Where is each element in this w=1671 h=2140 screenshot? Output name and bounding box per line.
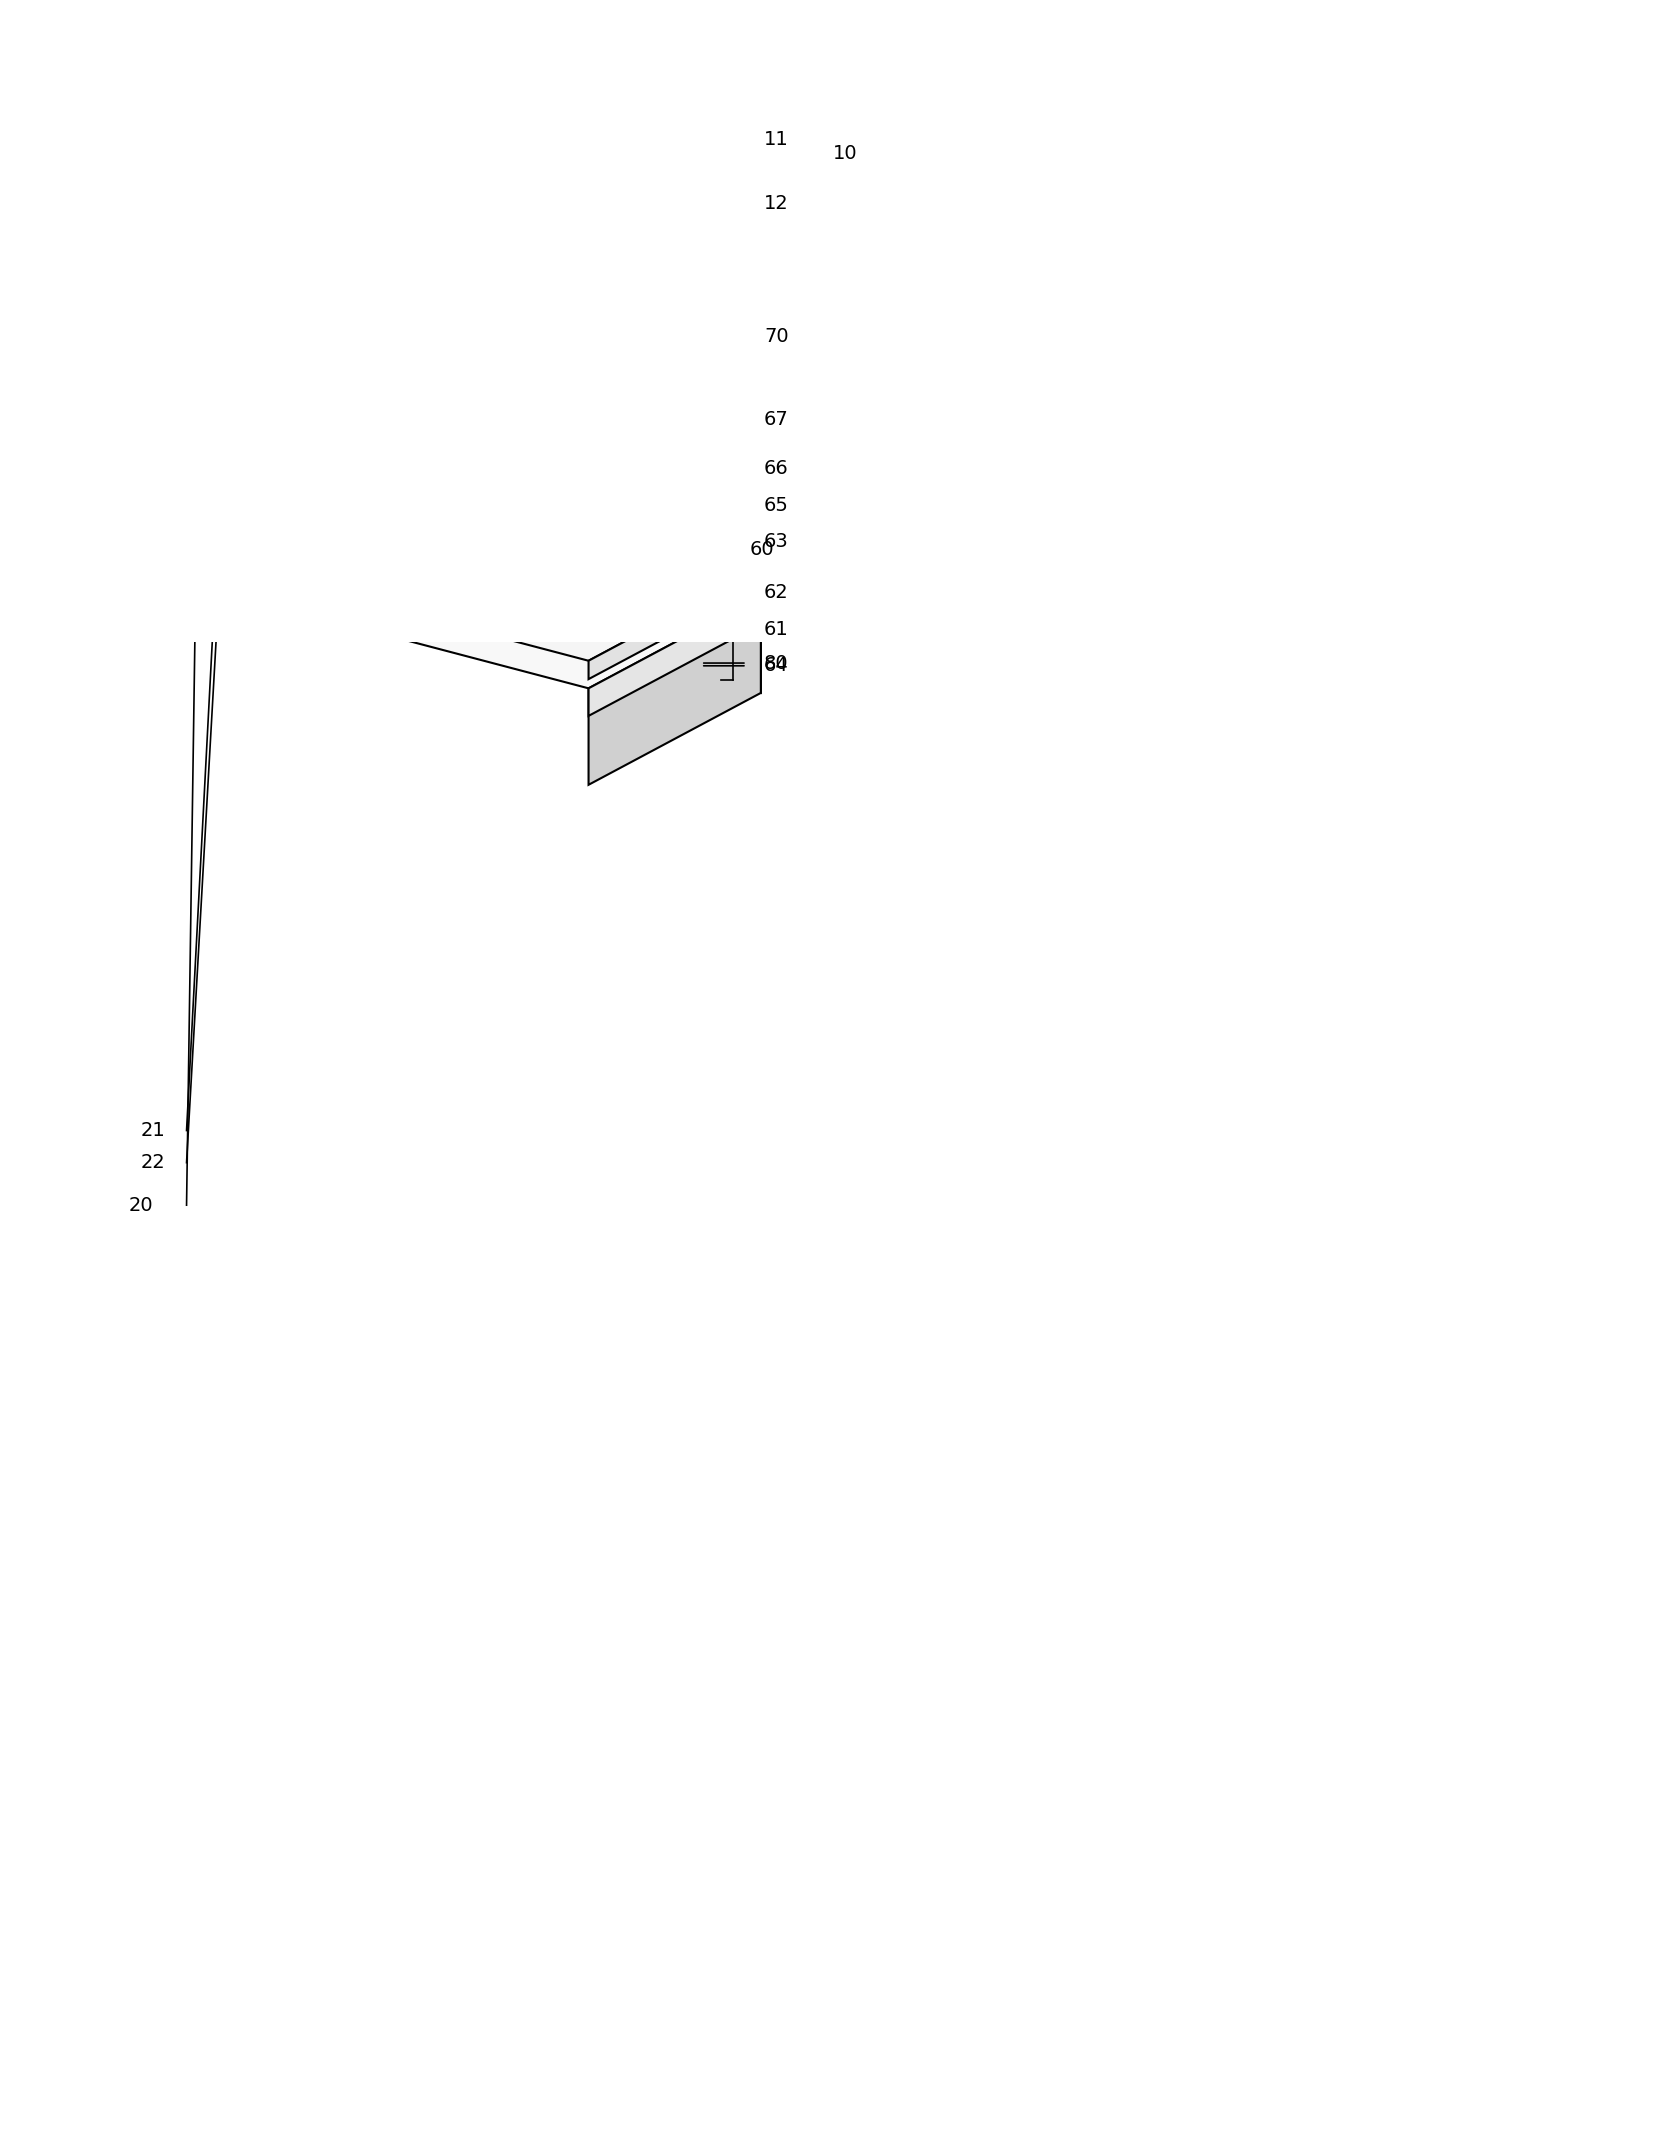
Text: 67: 67 [764, 411, 789, 428]
Text: 60: 60 [750, 539, 775, 559]
Polygon shape [152, 238, 760, 445]
Text: 21: 21 [140, 1121, 165, 1141]
Polygon shape [541, 608, 571, 627]
Polygon shape [588, 479, 760, 593]
Polygon shape [324, 482, 760, 625]
Polygon shape [588, 274, 760, 409]
Polygon shape [152, 482, 760, 689]
Polygon shape [324, 477, 760, 693]
Polygon shape [588, 353, 760, 482]
Text: 80: 80 [764, 653, 789, 672]
Polygon shape [588, 92, 760, 205]
Text: 12: 12 [764, 195, 789, 214]
Text: 64: 64 [764, 657, 789, 676]
Polygon shape [588, 407, 760, 518]
Polygon shape [598, 571, 640, 586]
Polygon shape [627, 563, 657, 582]
Polygon shape [152, 454, 760, 661]
Polygon shape [137, 75, 184, 98]
Polygon shape [423, 30, 456, 45]
Polygon shape [324, 554, 389, 595]
Polygon shape [172, 86, 219, 107]
Polygon shape [324, 0, 760, 113]
Polygon shape [189, 250, 724, 432]
Text: 70: 70 [764, 327, 789, 347]
Polygon shape [610, 571, 640, 591]
Polygon shape [324, 21, 760, 160]
Polygon shape [324, 238, 760, 389]
Polygon shape [461, 41, 495, 56]
Polygon shape [324, 454, 760, 586]
Polygon shape [575, 588, 607, 608]
Polygon shape [615, 563, 657, 576]
Polygon shape [588, 443, 760, 554]
Polygon shape [324, 366, 760, 501]
Text: 66: 66 [764, 458, 789, 477]
Polygon shape [463, 36, 476, 43]
Polygon shape [481, 41, 495, 49]
Polygon shape [580, 580, 623, 595]
Text: 62: 62 [764, 582, 789, 601]
Polygon shape [588, 137, 760, 253]
Polygon shape [152, 291, 760, 499]
Polygon shape [408, 131, 424, 154]
Polygon shape [112, 68, 416, 160]
Polygon shape [152, 21, 760, 229]
Polygon shape [563, 588, 607, 603]
Polygon shape [152, 366, 760, 571]
Text: 10: 10 [834, 143, 857, 163]
Polygon shape [189, 90, 236, 111]
Polygon shape [643, 552, 675, 571]
Text: 20: 20 [129, 1196, 154, 1216]
Text: 65: 65 [764, 496, 789, 514]
Polygon shape [632, 552, 675, 567]
Polygon shape [207, 94, 254, 116]
Polygon shape [302, 233, 324, 265]
Polygon shape [558, 599, 588, 618]
Text: 63: 63 [764, 533, 789, 552]
Polygon shape [441, 36, 476, 49]
Polygon shape [324, 327, 760, 462]
Text: 61: 61 [764, 621, 789, 638]
Polygon shape [196, 175, 719, 353]
Polygon shape [324, 291, 760, 426]
Polygon shape [593, 580, 623, 599]
Polygon shape [152, 477, 760, 683]
Polygon shape [324, 415, 760, 550]
Polygon shape [152, 327, 760, 535]
Polygon shape [224, 98, 271, 122]
Polygon shape [152, 0, 760, 182]
Polygon shape [481, 45, 515, 60]
Text: 22: 22 [140, 1153, 165, 1173]
Polygon shape [324, 160, 760, 317]
Text: 11: 11 [764, 131, 789, 150]
Polygon shape [154, 81, 201, 103]
Polygon shape [588, 569, 760, 678]
Polygon shape [152, 330, 588, 482]
Polygon shape [546, 599, 588, 614]
Polygon shape [443, 30, 456, 39]
Polygon shape [501, 45, 515, 54]
Polygon shape [152, 160, 760, 366]
Polygon shape [588, 593, 760, 785]
Polygon shape [528, 608, 571, 623]
Polygon shape [152, 415, 760, 623]
Polygon shape [588, 597, 760, 717]
